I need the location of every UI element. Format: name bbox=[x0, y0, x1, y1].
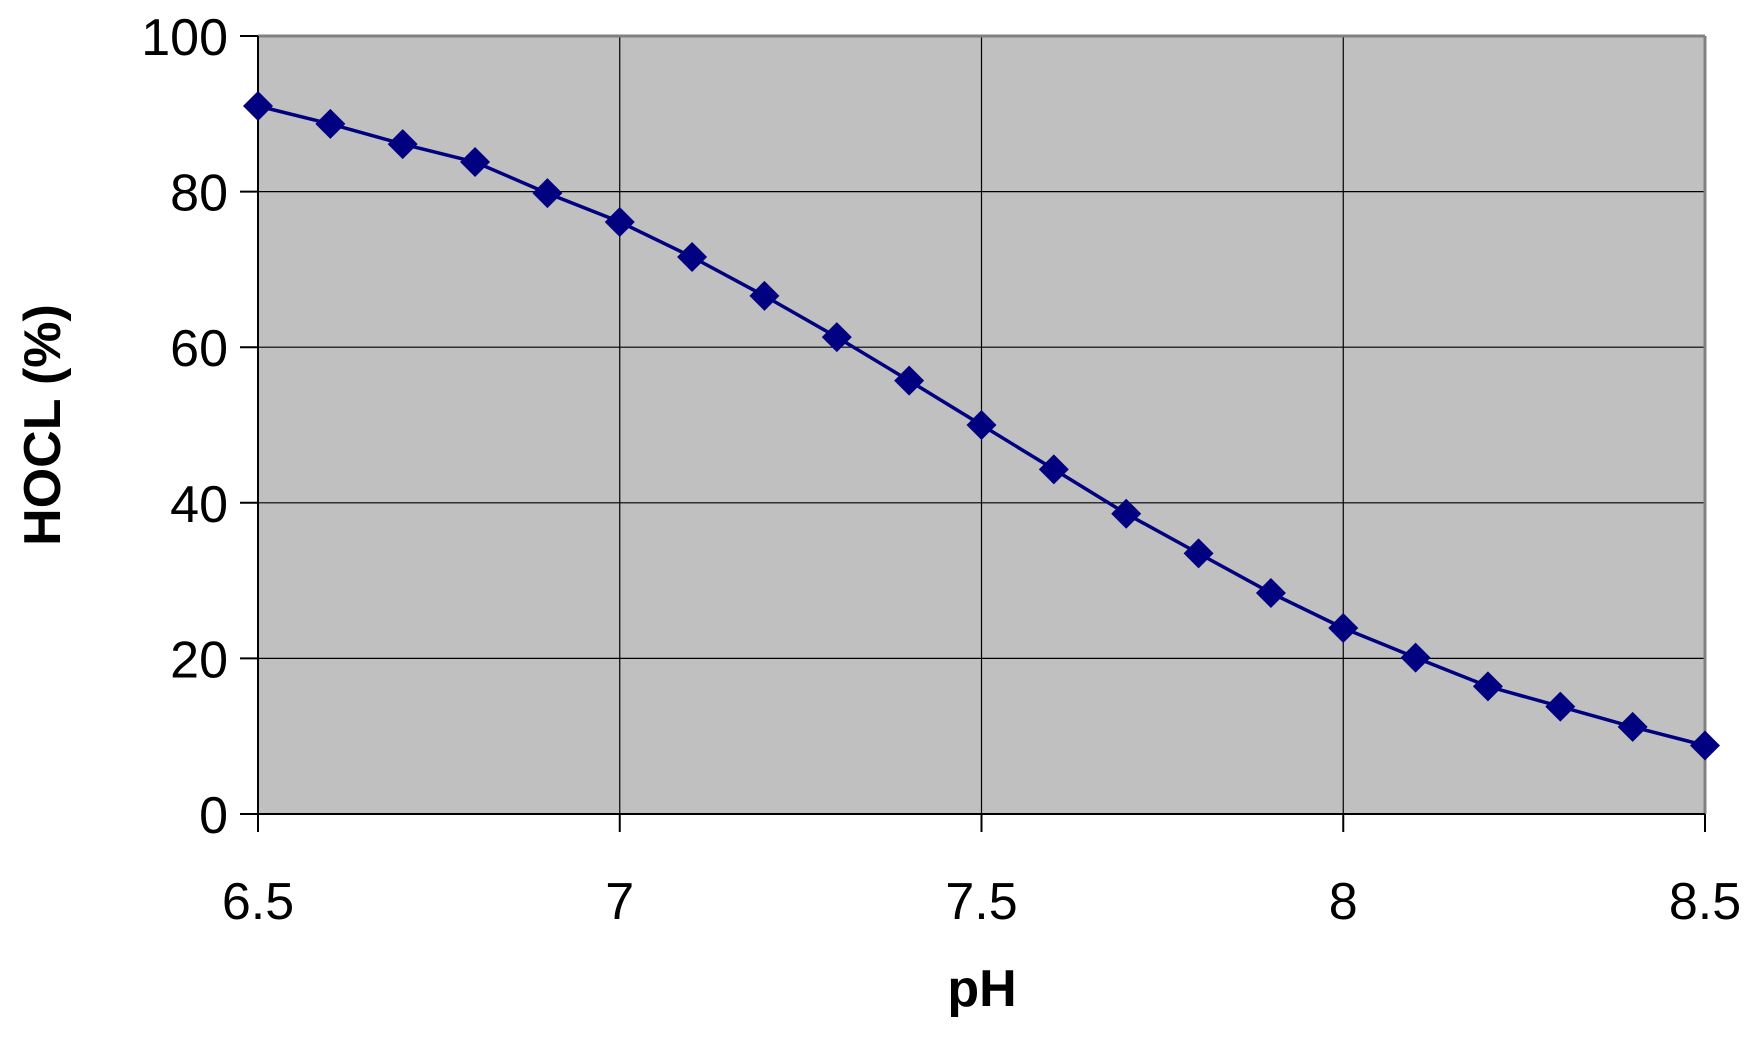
x-tick-label: 6.5 bbox=[222, 873, 294, 931]
y-tick-label: 80 bbox=[170, 165, 228, 223]
gridlines bbox=[258, 35, 1705, 814]
data-point-marker bbox=[1472, 671, 1503, 702]
data-point-marker bbox=[1111, 498, 1142, 529]
data-point-marker bbox=[1328, 613, 1359, 644]
x-tick-label: 8 bbox=[1329, 873, 1358, 931]
x-tick-label: 7.5 bbox=[945, 873, 1017, 931]
data-point-marker bbox=[677, 241, 708, 272]
data-point-marker bbox=[749, 280, 780, 311]
data-point-marker bbox=[894, 365, 925, 396]
y-axis-title: HOCL (%) bbox=[14, 304, 72, 546]
x-tick-label: 7 bbox=[605, 873, 634, 931]
data-point-marker bbox=[1038, 454, 1069, 485]
data-point-marker bbox=[966, 410, 997, 440]
y-tick-label: 40 bbox=[170, 476, 228, 534]
data-point-marker bbox=[1690, 730, 1720, 761]
data-point-marker bbox=[1617, 711, 1648, 742]
axes bbox=[240, 34, 1707, 832]
data-point-marker bbox=[1255, 578, 1286, 609]
data-point-marker bbox=[532, 178, 563, 209]
data-point-marker bbox=[1183, 538, 1214, 569]
data-point-marker bbox=[821, 322, 852, 353]
y-tick-label: 0 bbox=[199, 787, 228, 845]
data-point-marker bbox=[315, 108, 346, 139]
series bbox=[243, 91, 1720, 761]
tick-labels: 0 20 40 60 80 100 6.5 7 7.5 8 8.5 bbox=[141, 9, 1741, 931]
data-point-marker bbox=[1545, 691, 1576, 722]
data-point-marker bbox=[604, 206, 635, 237]
data-point-marker bbox=[1400, 642, 1431, 673]
y-tick-label: 100 bbox=[141, 9, 228, 67]
data-point-marker bbox=[460, 147, 491, 178]
x-axis-title: pH bbox=[947, 960, 1016, 1018]
data-point-marker bbox=[387, 129, 418, 160]
x-tick-label: 8.5 bbox=[1669, 873, 1741, 931]
y-tick-label: 20 bbox=[170, 631, 228, 689]
y-tick-label: 60 bbox=[170, 320, 228, 378]
data-point-marker bbox=[243, 91, 273, 122]
